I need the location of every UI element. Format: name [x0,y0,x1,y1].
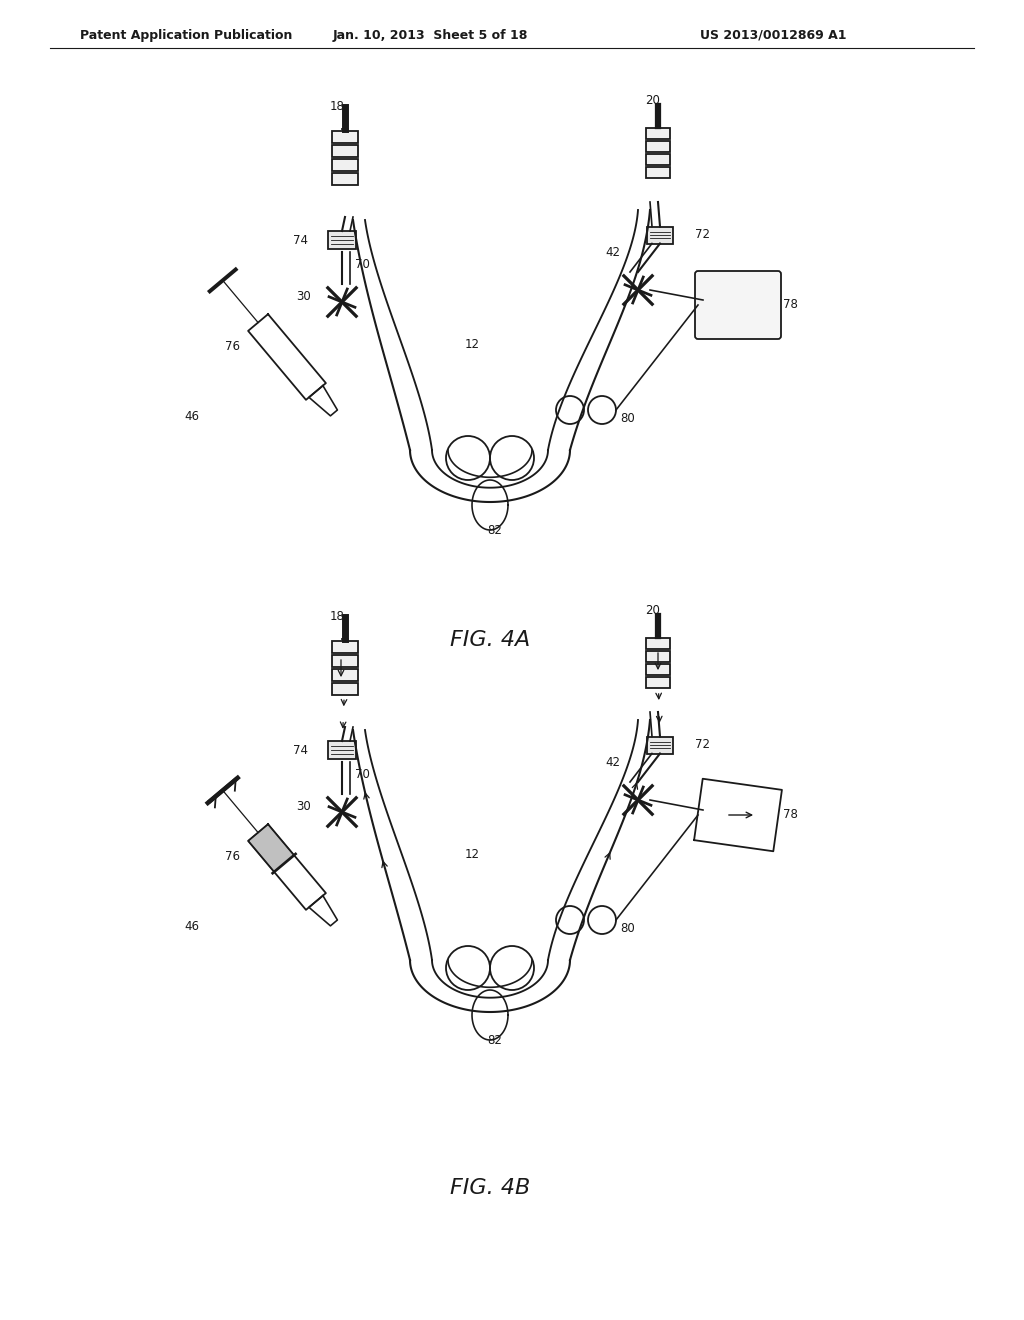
Text: 70: 70 [354,257,370,271]
Bar [646,140,670,152]
Text: 12: 12 [465,338,479,351]
Bar [332,131,358,143]
Text: 78: 78 [782,808,798,821]
Text: FIG. 4A: FIG. 4A [450,630,530,649]
Bar [646,651,670,663]
Text: Jan. 10, 2013  Sheet 5 of 18: Jan. 10, 2013 Sheet 5 of 18 [333,29,527,41]
Bar [332,669,358,681]
Text: 20: 20 [645,94,660,107]
Text: 30: 30 [297,800,311,813]
Bar [332,682,358,696]
Text: 82: 82 [487,524,503,536]
Text: 80: 80 [621,921,635,935]
Bar [332,158,358,172]
Text: 80: 80 [621,412,635,425]
Text: 76: 76 [224,850,240,863]
Text: Patent Application Publication: Patent Application Publication [80,29,293,41]
Bar [646,677,670,688]
Text: 42: 42 [605,246,621,259]
Text: 12: 12 [465,849,479,862]
Text: 20: 20 [645,603,660,616]
Text: US 2013/0012869 A1: US 2013/0012869 A1 [700,29,847,41]
Text: 46: 46 [184,920,200,933]
Text: 18: 18 [330,610,344,623]
Text: 82: 82 [487,1034,503,1047]
Text: 42: 42 [605,755,621,768]
Text: 46: 46 [184,411,200,424]
Text: 30: 30 [297,290,311,304]
Text: 72: 72 [694,738,710,751]
Bar [646,128,670,139]
Bar [647,227,673,243]
Bar [332,640,358,653]
Bar [647,737,673,754]
FancyBboxPatch shape [695,271,781,339]
Bar [328,741,356,759]
Bar [332,145,358,157]
Bar [646,638,670,649]
Text: 76: 76 [224,341,240,354]
Bar [646,664,670,675]
Bar [646,166,670,178]
Bar [646,153,670,165]
Polygon shape [248,824,294,873]
Text: FIG. 4B: FIG. 4B [450,1177,530,1199]
Text: 74: 74 [293,743,307,756]
Bar [332,655,358,667]
Text: 18: 18 [330,100,344,114]
Text: 78: 78 [782,298,798,312]
Text: 70: 70 [354,767,370,780]
Text: 74: 74 [293,234,307,247]
Text: 72: 72 [694,228,710,242]
Bar [332,173,358,185]
Bar [328,231,356,249]
